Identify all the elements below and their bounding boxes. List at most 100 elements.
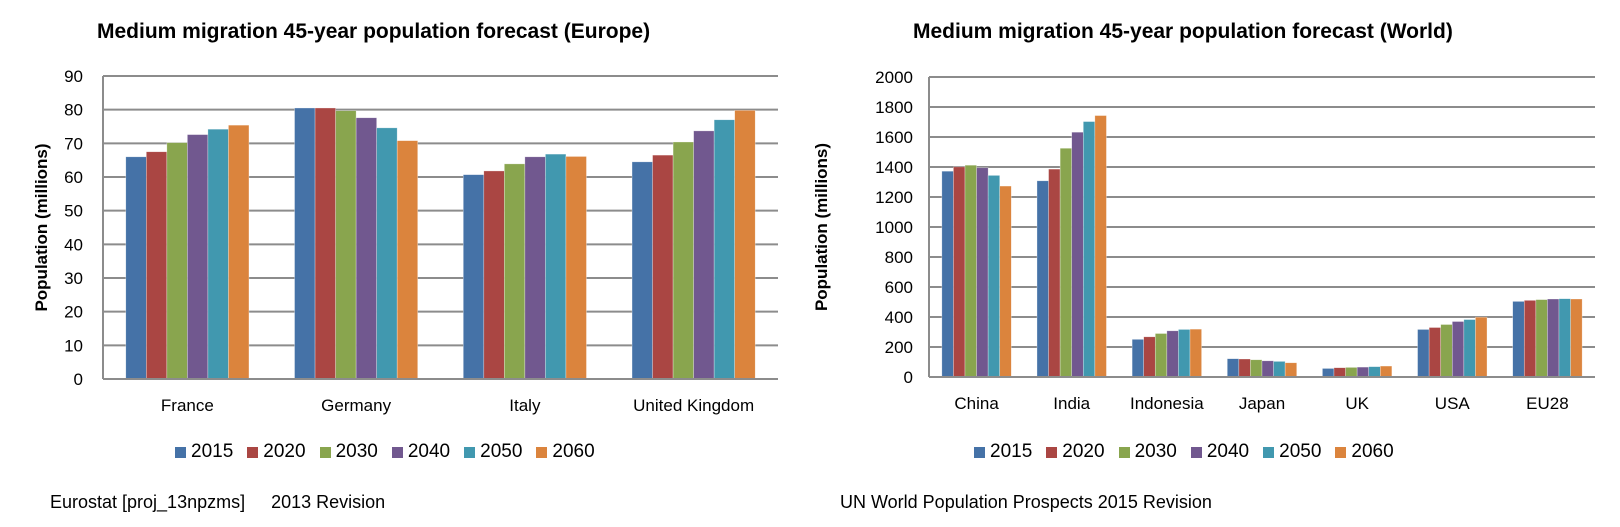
world-chart-panel: Medium migration 45-year population fore…: [810, 0, 1620, 527]
source-text: Eurostat [proj_13npzms]: [50, 492, 246, 512]
y-tick-label: 400: [885, 308, 913, 327]
bar-japan-2040: [1261, 360, 1274, 378]
bar-united-kingdom-2030: [672, 141, 694, 380]
y-tick-label: 1600: [875, 128, 913, 147]
y-tick-label: 0: [74, 370, 83, 389]
bar-uk-2020: [1333, 367, 1346, 378]
bar-usa-2060: [1475, 316, 1488, 378]
legend-swatch: [391, 446, 403, 458]
legend-swatch: [974, 446, 985, 458]
bar-china-2050: [987, 175, 1001, 378]
bar-italy-2015: [462, 174, 485, 380]
legend-swatch: [1335, 446, 1347, 458]
bar-eu28-2040: [1547, 298, 1560, 378]
bar-eu28-2020: [1523, 300, 1537, 378]
x-category-label: France: [161, 396, 214, 415]
bar-united-kingdom-2020: [652, 154, 674, 380]
bar-india-2040: [1071, 131, 1084, 378]
chart-legend: 2015 2020 2030 2040 2050 2060: [175, 441, 609, 463]
bar-india-2020: [1048, 168, 1061, 378]
bar-france-2040: [187, 134, 209, 380]
legend-swatch: [1046, 446, 1058, 458]
x-category-label: India: [1053, 394, 1090, 413]
bar-china-2040: [976, 167, 989, 378]
bar-usa-2030: [1440, 324, 1453, 378]
legend-item: 2020: [247, 441, 306, 463]
bar-indonesia-2040: [1166, 330, 1179, 378]
y-axis-title: Population (millions): [32, 143, 51, 311]
bar-india-2050: [1082, 121, 1096, 378]
bar-uk-2030: [1345, 367, 1358, 378]
legend-item: 2030: [319, 441, 378, 463]
legend-swatch: [1118, 446, 1130, 458]
source-note: UN World Population Prospects 2015 Revis…: [840, 492, 1212, 513]
bar-germany-2040: [355, 117, 377, 380]
y-tick-label: 1200: [875, 188, 913, 207]
bar-italy-2020: [483, 170, 505, 380]
y-tick-label: 90: [64, 67, 83, 86]
bar-eu28-2060: [1570, 298, 1583, 378]
y-tick-label: 600: [885, 278, 913, 297]
bar-usa-2040: [1451, 321, 1465, 378]
x-category-label: Japan: [1239, 394, 1285, 413]
bar-japan-2050: [1273, 361, 1286, 378]
legend-swatch: [175, 446, 186, 458]
legend-swatch: [536, 446, 548, 458]
bar-france-2030: [166, 142, 188, 380]
bar-united-kingdom-2060: [734, 110, 756, 380]
legend-item: 2050: [464, 441, 522, 463]
bar-france-2050: [207, 128, 229, 380]
legend-label: 2020: [263, 441, 306, 462]
bar-usa-2050: [1463, 319, 1476, 378]
bar-italy-2060: [565, 156, 587, 380]
legend-label: 2050: [480, 441, 523, 462]
x-category-label: China: [954, 394, 999, 413]
world-bar-chart: 0 200 400 600 800 1000 1200 1400 1600 1800 2000 Chi…: [812, 68, 1595, 413]
legend-item: 2050: [1263, 441, 1321, 463]
bar-france-2015: [125, 156, 147, 380]
bar-japan-2030: [1250, 359, 1263, 378]
x-category-label: United Kingdom: [633, 396, 754, 415]
legend-label: 2050: [1279, 441, 1322, 462]
x-category-label: Indonesia: [1130, 394, 1204, 413]
bar-germany-2015: [294, 107, 316, 380]
bar-uk-2015: [1322, 368, 1335, 378]
bar-japan-2015: [1226, 358, 1240, 378]
legend-label: 2015: [990, 441, 1033, 462]
bar-united-kingdom-2050: [713, 119, 735, 380]
legend-swatch: [1263, 446, 1275, 458]
bar-germany-2030: [335, 110, 357, 380]
x-category-label: UK: [1345, 394, 1369, 413]
bar-china-2060: [999, 185, 1012, 378]
legend-item: 2015: [175, 441, 233, 463]
legend-item: 2060: [536, 441, 595, 463]
legend-item: 2020: [1046, 441, 1105, 463]
legend-label: 2015: [191, 441, 234, 462]
europe-chart-panel: Medium migration 45-year population fore…: [32, 20, 778, 512]
bar-indonesia-2060: [1189, 328, 1202, 378]
y-tick-label: 20: [64, 303, 83, 322]
bar-indonesia-2030: [1154, 333, 1168, 378]
legend-swatch: [319, 446, 331, 458]
bar-indonesia-2015: [1131, 339, 1145, 378]
legend-swatch: [247, 446, 259, 458]
legend-item: 2040: [1190, 441, 1250, 463]
bar-italy-2050: [545, 153, 567, 380]
y-tick-label: 2000: [875, 68, 913, 87]
y-tick-label: 1400: [875, 158, 913, 177]
bar-usa-2020: [1428, 327, 1442, 378]
bar-italy-2040: [524, 156, 546, 380]
legend-label: 2020: [1062, 441, 1105, 462]
legend-label: 2030: [1134, 441, 1177, 462]
legend-label: 2040: [407, 441, 451, 462]
y-tick-label: 50: [64, 202, 83, 221]
legend-label: 2060: [552, 441, 595, 462]
y-tick-label: 1000: [875, 218, 913, 237]
legend-item: 2060: [1335, 441, 1394, 463]
legend-label: 2060: [1351, 441, 1394, 462]
legend-label: 2040: [1206, 441, 1250, 462]
x-category-label: USA: [1435, 394, 1471, 413]
bar-italy-2030: [504, 163, 526, 380]
bar-united-kingdom-2040: [693, 130, 715, 380]
bar-china-2015: [941, 170, 954, 378]
